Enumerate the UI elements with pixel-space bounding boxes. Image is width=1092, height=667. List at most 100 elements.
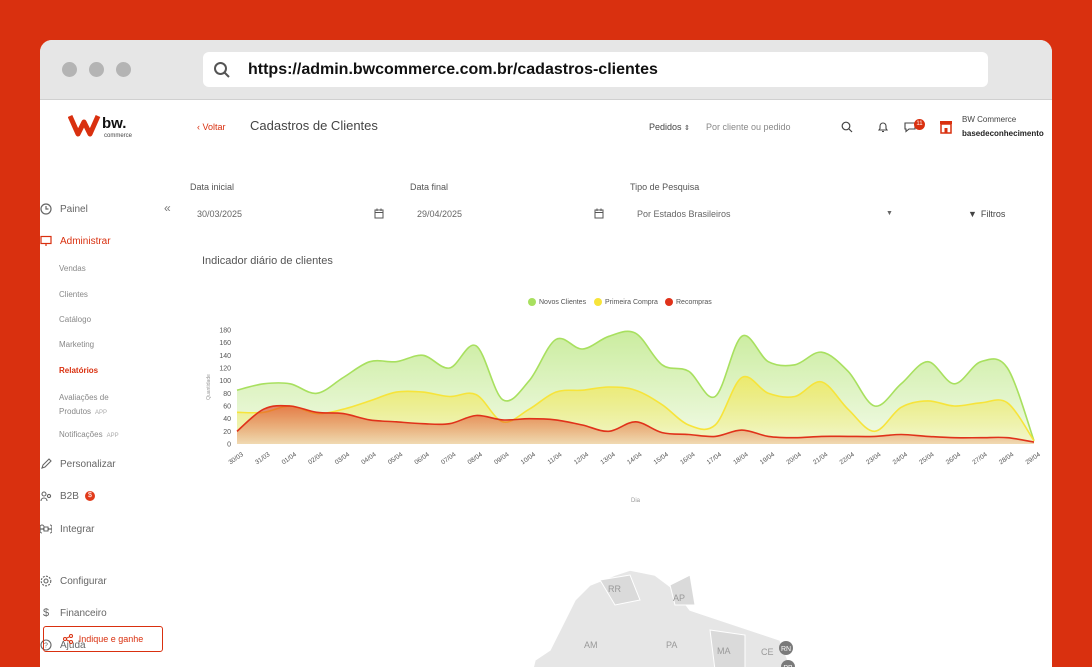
x-tick-label: 16/04 bbox=[679, 451, 697, 466]
map-label-am: AM bbox=[584, 640, 598, 650]
y-tick-label: 80 bbox=[223, 391, 231, 398]
sidebar-subitem-clientes[interactable]: Clientes bbox=[59, 290, 88, 299]
sidebar-item-label: Integrar bbox=[60, 523, 95, 535]
search-scope-label: Pedidos bbox=[649, 122, 682, 132]
map-state-ma[interactable] bbox=[709, 629, 746, 667]
sidebar-subitem-catalogo[interactable]: Catálogo bbox=[59, 315, 92, 324]
notification-count-badge: 11 bbox=[914, 119, 925, 130]
y-tick-label: 60 bbox=[223, 404, 231, 411]
sidebar-item-integrar[interactable]: Integrar bbox=[40, 523, 94, 535]
map-state-rr[interactable] bbox=[599, 574, 641, 606]
sidebar-item-label: Painel bbox=[60, 203, 88, 215]
help-icon: ? bbox=[40, 639, 52, 651]
sidebar-item-label: Configurar bbox=[60, 575, 107, 587]
legend-swatch bbox=[594, 298, 602, 306]
sidebar-item-b2b[interactable]: B2B $ bbox=[40, 490, 95, 502]
browser-window: https://admin.bwcommerce.com.br/cadastro… bbox=[40, 40, 1052, 667]
y-tick-label: 140 bbox=[219, 353, 231, 360]
legend-item-novos-clientes[interactable]: Novos Clientes bbox=[528, 298, 586, 306]
sidebar-item-label: Financeiro bbox=[60, 607, 107, 619]
store-icon[interactable] bbox=[939, 120, 953, 134]
sidebar-subitem-avaliacoes[interactable]: Avaliações de Produtos APP bbox=[59, 391, 109, 420]
start-date-input[interactable]: 30/03/2025 bbox=[197, 209, 243, 219]
x-tick-label: 09/04 bbox=[493, 451, 511, 466]
filters-button[interactable]: ▼ Filtros bbox=[968, 209, 1005, 219]
logo-subtext: commerce bbox=[104, 133, 133, 139]
search-scope-select[interactable]: Pedidos ⇕ bbox=[649, 122, 690, 132]
search-type-select[interactable]: Por Estados Brasileiros bbox=[637, 209, 731, 219]
sidebar-item-administrar[interactable]: Administrar bbox=[40, 235, 111, 247]
sidebar-subitem-vendas[interactable]: Vendas bbox=[59, 264, 86, 273]
subitem-label-2: Produtos bbox=[59, 407, 92, 416]
b2b-badge: $ bbox=[84, 491, 95, 501]
series-area bbox=[237, 405, 1034, 444]
calendar-icon[interactable] bbox=[594, 208, 604, 219]
sidebar-item-painel[interactable]: Painel bbox=[40, 203, 88, 215]
x-tick-label: 13/04 bbox=[599, 451, 617, 466]
x-tick-label: 01/04 bbox=[281, 451, 299, 466]
sidebar-subitem-relatorios[interactable]: Relatórios bbox=[59, 366, 99, 375]
search-type-label: Tipo de Pesquisa bbox=[630, 182, 700, 192]
chevron-down-icon[interactable]: ▼ bbox=[886, 210, 893, 217]
sidebar-item-financeiro[interactable]: $ Financeiro bbox=[40, 607, 107, 619]
store-name: BW Commerce bbox=[962, 115, 1017, 124]
y-tick-label: 40 bbox=[223, 416, 231, 423]
x-tick-label: 05/04 bbox=[387, 451, 405, 466]
x-tick-label: 14/04 bbox=[626, 451, 644, 466]
y-tick-label: 180 bbox=[219, 328, 231, 335]
map-label-ce: CE bbox=[761, 647, 774, 657]
sidebar-item-configurar[interactable]: Configurar bbox=[40, 575, 107, 587]
map-marker-rn[interactable] bbox=[779, 641, 793, 655]
map-marker-pb[interactable] bbox=[781, 660, 795, 667]
brand-logo[interactable]: bw. commerce bbox=[68, 110, 148, 150]
sidebar-item-ajuda[interactable]: ? Ajuda bbox=[40, 639, 86, 651]
logo-text: bw. bbox=[102, 115, 126, 132]
back-link[interactable]: ‹ Voltar bbox=[197, 122, 226, 132]
filters-label: Filtros bbox=[980, 209, 1006, 219]
cta-label: Indique e ganhe bbox=[78, 634, 144, 644]
refer-and-earn-button[interactable]: Indique e ganhe bbox=[43, 626, 163, 652]
x-tick-label: 11/04 bbox=[546, 451, 563, 466]
svg-text:?: ? bbox=[44, 643, 48, 650]
gear-icon bbox=[40, 575, 52, 587]
y-tick-label: 160 bbox=[219, 340, 231, 347]
map-region-north[interactable] bbox=[530, 569, 795, 667]
end-date-input[interactable]: 29/04/2025 bbox=[417, 209, 463, 219]
bell-icon[interactable] bbox=[877, 121, 889, 133]
window-control-minimize[interactable] bbox=[89, 62, 104, 77]
app-tag: APP bbox=[106, 433, 119, 439]
filter-icon: ▼ bbox=[968, 209, 977, 219]
collapse-sidebar-icon[interactable]: « bbox=[164, 201, 171, 215]
legend-label: Novos Clientes bbox=[539, 298, 587, 306]
x-tick-label: 18/04 bbox=[732, 451, 750, 466]
x-tick-label: 31/03 bbox=[254, 451, 272, 466]
legend-item-recompras[interactable]: Recompras bbox=[665, 298, 712, 306]
window-control-close[interactable] bbox=[62, 62, 77, 77]
sidebar-subitem-notificacoes[interactable]: Notificações APP bbox=[59, 430, 119, 439]
legend-swatch bbox=[528, 298, 536, 306]
calendar-icon[interactable] bbox=[374, 208, 384, 219]
x-tick-label: 20/04 bbox=[785, 451, 803, 466]
url-text: https://admin.bwcommerce.com.br/cadastro… bbox=[248, 61, 658, 78]
series-line bbox=[236, 330, 1035, 442]
y-axis-label: Quantidade bbox=[206, 374, 212, 400]
map-state-ap[interactable] bbox=[669, 574, 696, 606]
sidebar-subitem-marketing[interactable]: Marketing bbox=[59, 340, 95, 349]
brazil-map[interactable]: RR AP AM PA MA CE RN PB bbox=[480, 550, 880, 667]
address-bar[interactable]: https://admin.bwcommerce.com.br/cadastro… bbox=[203, 52, 988, 87]
search-input[interactable]: Por cliente ou pedido bbox=[706, 122, 791, 132]
map-label-pb: PB bbox=[783, 665, 793, 667]
subitem-label: Notificações bbox=[59, 430, 103, 439]
share-icon bbox=[62, 634, 73, 644]
browser-chrome: https://admin.bwcommerce.com.br/cadastro… bbox=[40, 40, 1052, 100]
search-icon[interactable] bbox=[841, 121, 853, 133]
map-label-pa: PA bbox=[666, 640, 677, 650]
window-control-maximize[interactable] bbox=[116, 62, 131, 77]
sidebar-item-personalizar[interactable]: Personalizar bbox=[40, 458, 116, 470]
legend-item-primeira-compra[interactable]: Primeira Compra bbox=[594, 298, 658, 306]
series-line bbox=[236, 375, 1035, 442]
x-tick-label: 26/04 bbox=[945, 451, 963, 466]
x-tick-label: 12/04 bbox=[573, 451, 591, 466]
x-tick-label: 29/04 bbox=[1024, 451, 1042, 466]
y-tick-label: 0 bbox=[227, 442, 231, 449]
